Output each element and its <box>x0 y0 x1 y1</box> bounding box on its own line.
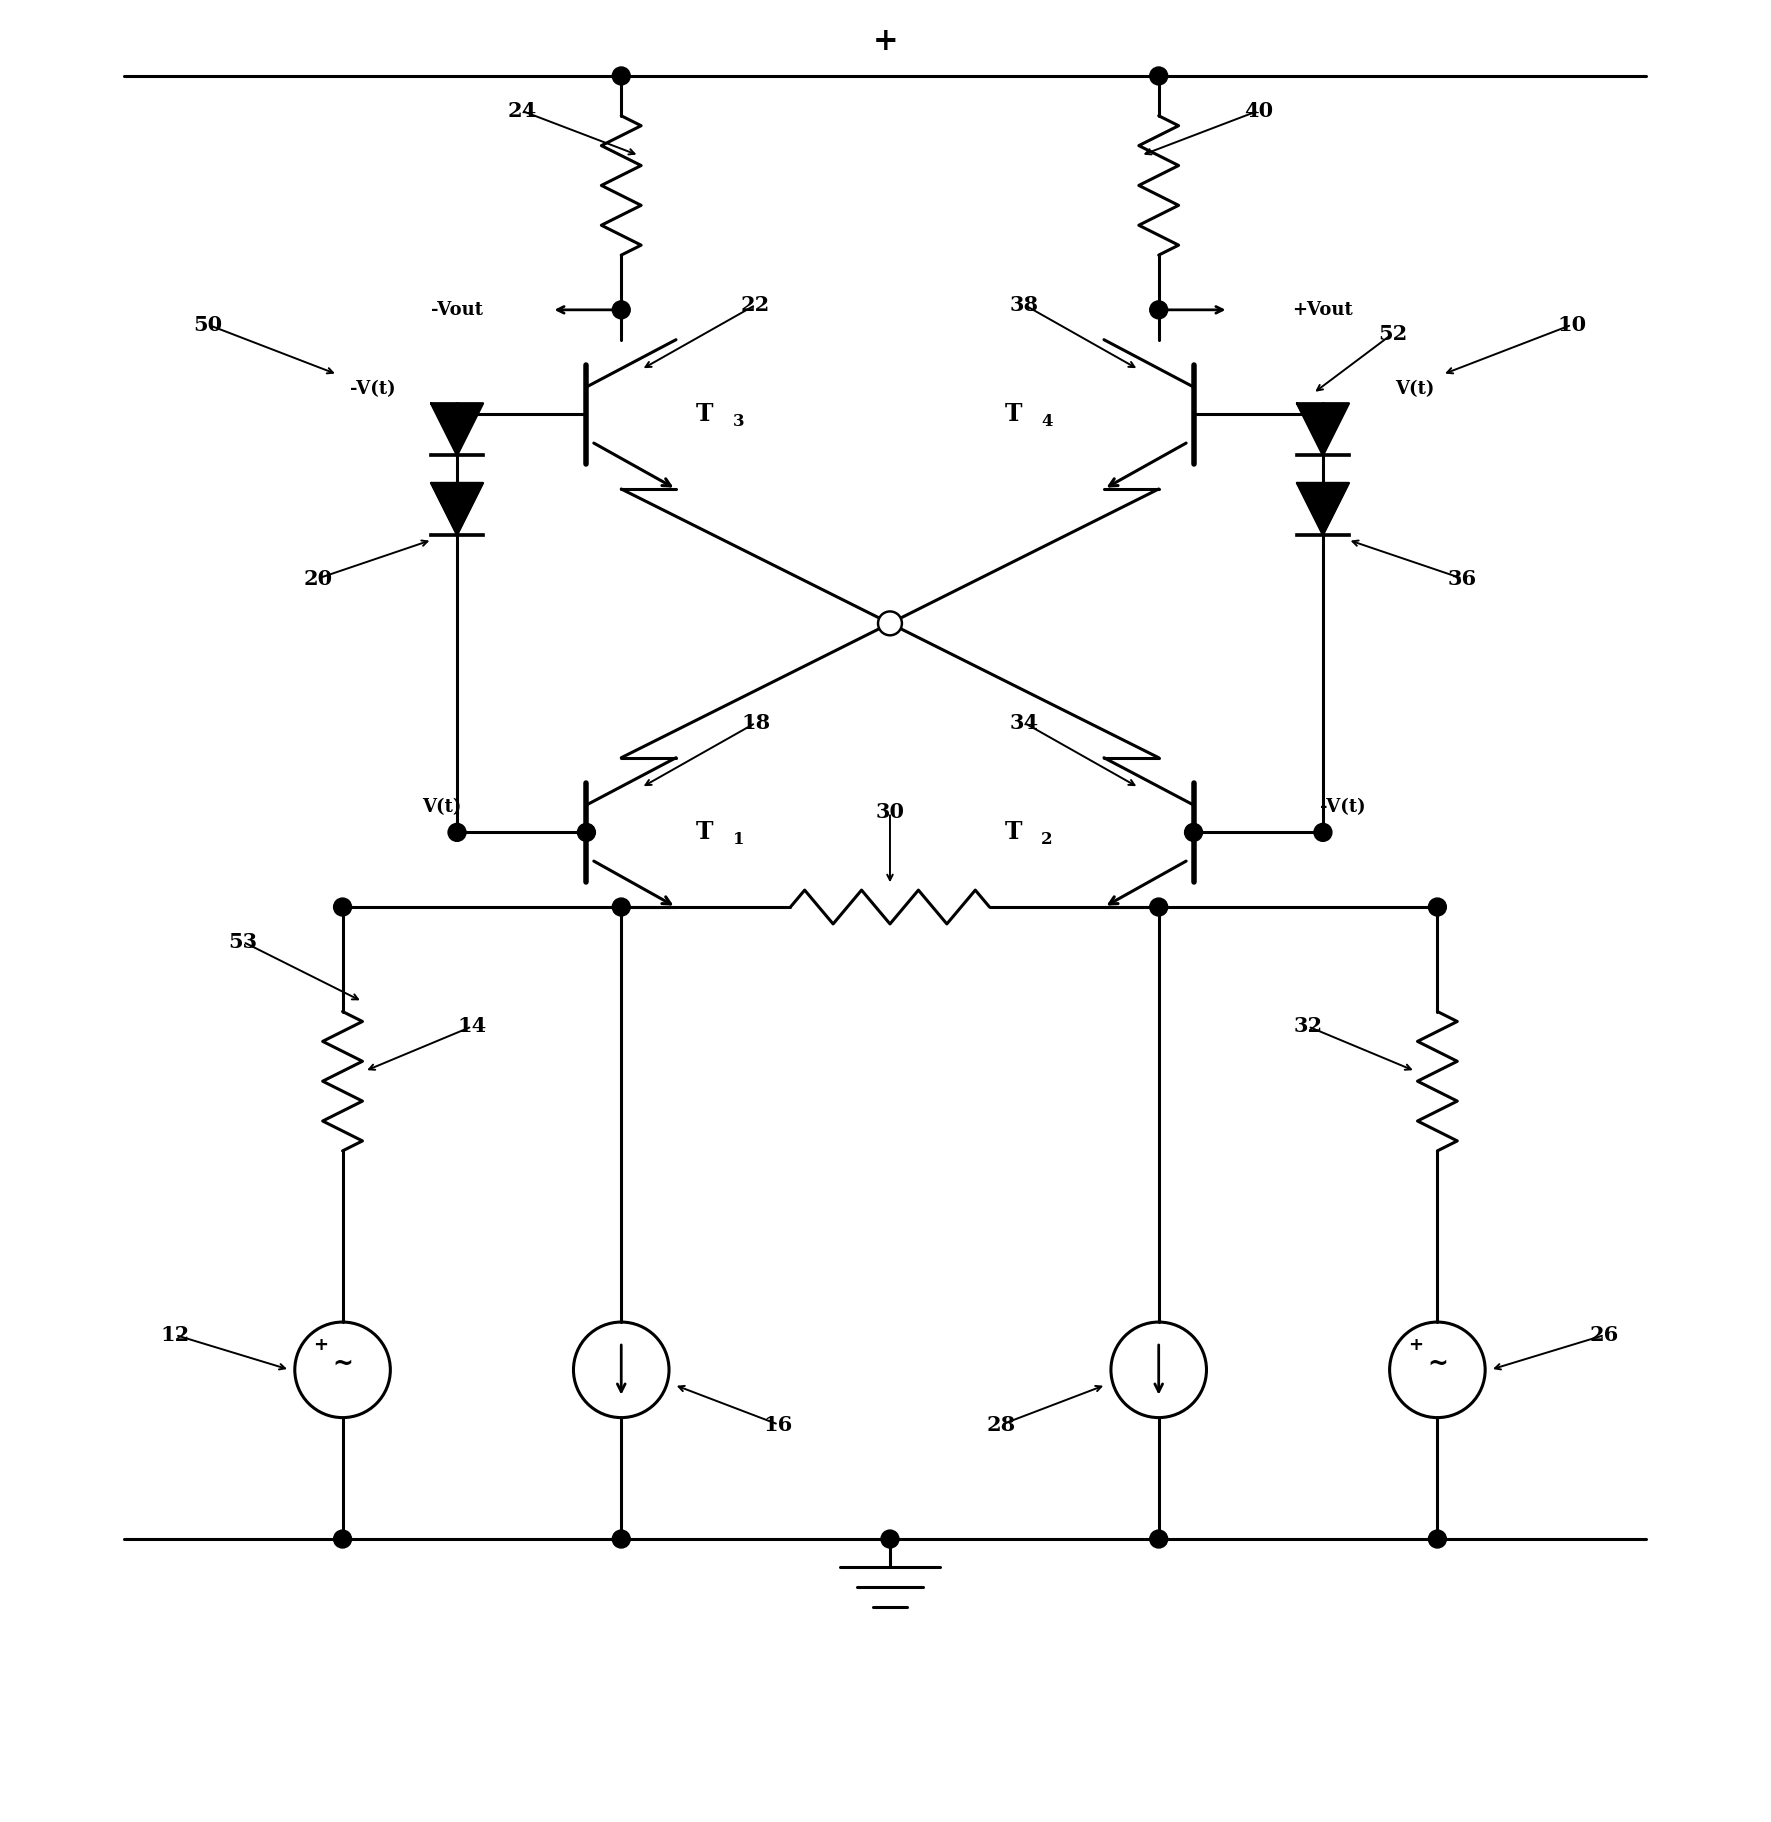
Circle shape <box>613 301 630 319</box>
Text: +: + <box>313 1336 329 1354</box>
Text: 10: 10 <box>1557 315 1587 335</box>
Text: T: T <box>696 820 714 844</box>
Text: +: + <box>1408 1336 1424 1354</box>
Text: 52: 52 <box>1378 324 1408 344</box>
Polygon shape <box>1296 403 1350 456</box>
Text: -V(t): -V(t) <box>1319 798 1365 816</box>
Text: T: T <box>1004 820 1022 844</box>
Circle shape <box>577 824 595 842</box>
Circle shape <box>880 1530 900 1549</box>
Text: 12: 12 <box>161 1325 189 1345</box>
Text: T: T <box>1004 403 1022 426</box>
Text: T: T <box>696 403 714 426</box>
Text: 16: 16 <box>763 1414 793 1434</box>
Text: 18: 18 <box>740 712 770 732</box>
Text: 22: 22 <box>740 295 770 315</box>
Circle shape <box>613 67 630 86</box>
Text: 34: 34 <box>1009 712 1040 732</box>
Text: -V(t): -V(t) <box>349 381 395 399</box>
Circle shape <box>1429 1530 1447 1549</box>
Circle shape <box>333 898 351 916</box>
Text: 40: 40 <box>1243 100 1273 120</box>
Circle shape <box>1149 1530 1167 1549</box>
Polygon shape <box>430 483 483 536</box>
Text: +: + <box>873 26 898 56</box>
Circle shape <box>1314 824 1332 842</box>
Text: +Vout: +Vout <box>1293 301 1353 319</box>
Text: 28: 28 <box>986 1414 1017 1434</box>
Circle shape <box>613 898 630 916</box>
Text: 2: 2 <box>1041 831 1054 847</box>
Text: 32: 32 <box>1293 1017 1323 1037</box>
Polygon shape <box>430 403 483 456</box>
Text: V(t): V(t) <box>1396 381 1435 399</box>
Circle shape <box>448 824 466 842</box>
Circle shape <box>1429 898 1447 916</box>
Text: 50: 50 <box>193 315 223 335</box>
Circle shape <box>878 612 901 636</box>
Text: V(t): V(t) <box>423 798 462 816</box>
Circle shape <box>613 1530 630 1549</box>
Text: ~: ~ <box>333 1352 352 1376</box>
Text: 30: 30 <box>875 802 905 822</box>
Text: 14: 14 <box>457 1017 487 1037</box>
Text: 26: 26 <box>1590 1325 1619 1345</box>
Circle shape <box>1149 67 1167 86</box>
Text: 36: 36 <box>1447 568 1477 589</box>
Text: ~: ~ <box>1427 1352 1449 1376</box>
Text: 1: 1 <box>733 831 744 847</box>
Circle shape <box>1185 824 1203 842</box>
Text: 20: 20 <box>303 568 333 589</box>
Circle shape <box>1149 301 1167 319</box>
Polygon shape <box>1296 483 1350 536</box>
Text: -Vout: -Vout <box>430 301 483 319</box>
Text: 53: 53 <box>228 931 257 951</box>
Text: 3: 3 <box>733 414 744 430</box>
Text: 4: 4 <box>1041 414 1052 430</box>
Text: 38: 38 <box>1009 295 1040 315</box>
Text: 24: 24 <box>507 100 537 120</box>
Circle shape <box>333 1530 351 1549</box>
Circle shape <box>1149 898 1167 916</box>
